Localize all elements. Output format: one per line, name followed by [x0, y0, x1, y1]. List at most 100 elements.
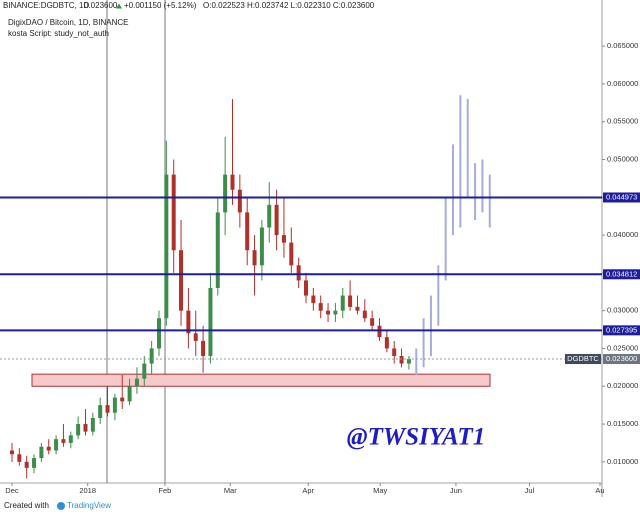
y-tick-label: 0.050000 [607, 154, 638, 163]
x-tick-label: Jul [525, 486, 535, 495]
level-label: 0.027395 [606, 325, 637, 334]
candle-body [326, 310, 331, 315]
header-change: +0.001150 (+5.12%) [124, 1, 197, 10]
candle-body [377, 325, 382, 338]
candle-body [267, 204, 272, 228]
level-label-box [603, 325, 640, 336]
candle-body [296, 265, 301, 281]
candle-body [105, 405, 110, 413]
level-label: 0.034812 [606, 269, 637, 278]
candle-body [223, 174, 228, 213]
candle-body [318, 303, 323, 311]
candle-body [76, 424, 81, 436]
watermark: @TWSIYAT1 [347, 424, 485, 451]
candle-body [245, 212, 250, 251]
candle-body [54, 439, 59, 451]
projection-bar [452, 144, 455, 236]
level-label-box [603, 269, 640, 280]
candle-body [32, 458, 37, 468]
chart-subtitle: kosta Script: study_not_auth [8, 29, 109, 38]
candle-body [142, 363, 147, 379]
candle-body [171, 174, 176, 251]
footer-text: Created with [4, 501, 49, 510]
projection-bar [488, 174, 491, 228]
symbol-label: DGDBTC [567, 354, 599, 363]
candle-body [24, 461, 29, 468]
candle-body [333, 310, 338, 315]
level-label-box [603, 192, 640, 203]
x-tick-label: Feb [158, 486, 171, 495]
symbol-box [565, 354, 601, 365]
x-tick-label: 2018 [79, 486, 96, 495]
y-tick-label: 0.030000 [607, 306, 638, 315]
candle-body [362, 310, 367, 319]
projection-bar [466, 99, 469, 198]
y-tick-label: 0.010000 [607, 457, 638, 466]
y-tick-label: 0.055000 [607, 117, 638, 126]
candle-body [399, 356, 404, 364]
projection-bar [459, 95, 462, 228]
y-tick-label: 0.025000 [607, 343, 638, 352]
brand-text: TradingView [67, 501, 111, 510]
up-arrow-icon [116, 3, 122, 9]
candle-body [348, 295, 353, 307]
candle-body [274, 204, 279, 236]
candle-body [186, 310, 191, 334]
projection-bar [437, 265, 440, 326]
candle-body [83, 424, 88, 432]
header-last: 0.023600 [84, 1, 118, 10]
candle-body [208, 287, 213, 357]
x-tick-label: Dec [5, 486, 19, 495]
candle-body [201, 340, 206, 357]
candle-body [39, 446, 44, 459]
chart-title: DigixDAO / Bitcoin, 1D, BINANCE [8, 18, 128, 27]
support-zone [31, 373, 491, 387]
candle-body [46, 446, 51, 451]
y-tick-label: 0.060000 [607, 79, 638, 88]
candle-body [303, 280, 308, 296]
plot-area [0, 95, 602, 479]
y-tick-label: 0.040000 [607, 230, 638, 239]
candle-body [355, 306, 360, 311]
candle-body [98, 405, 103, 418]
candle-body [215, 212, 220, 288]
candle-body [281, 235, 286, 243]
candle-body [9, 450, 14, 455]
footer-bar [0, 497, 640, 515]
level-label: 0.044973 [606, 192, 637, 201]
x-tick-label: May [373, 486, 387, 495]
candle-body [112, 397, 117, 413]
candle-body [384, 337, 389, 349]
candle-body [340, 295, 345, 311]
projection-bar [444, 197, 447, 281]
candle-body [392, 348, 397, 357]
candle-body [17, 454, 22, 462]
x-tick-label: Apr [302, 486, 314, 495]
candle-body [164, 174, 169, 319]
header-ohlc: O:0.022523 H:0.023742 L:0.022310 C:0.023… [203, 1, 375, 10]
projection-bar [474, 163, 477, 220]
candle-body [90, 417, 95, 432]
y-tick-label: 0.020000 [607, 381, 638, 390]
candle-body [252, 250, 257, 266]
candle-body [370, 318, 375, 326]
last-price-label: 0.023600 [606, 354, 637, 363]
candle-body [311, 295, 316, 304]
candle-body [68, 435, 73, 443]
candle-body [156, 318, 161, 349]
candle-body [289, 242, 294, 266]
candle-body [127, 386, 132, 402]
candle-body [237, 189, 242, 213]
x-tick-label: Au [595, 486, 604, 495]
x-tick-label: Jun [450, 486, 462, 495]
candle-body [230, 174, 235, 190]
candle-body [149, 348, 154, 364]
candle-body [134, 378, 139, 387]
candle-body [193, 333, 198, 341]
last-price-box [603, 354, 640, 365]
projection-bar [415, 348, 418, 375]
candle-body [120, 397, 125, 402]
y-tick-label: 0.065000 [607, 41, 638, 50]
